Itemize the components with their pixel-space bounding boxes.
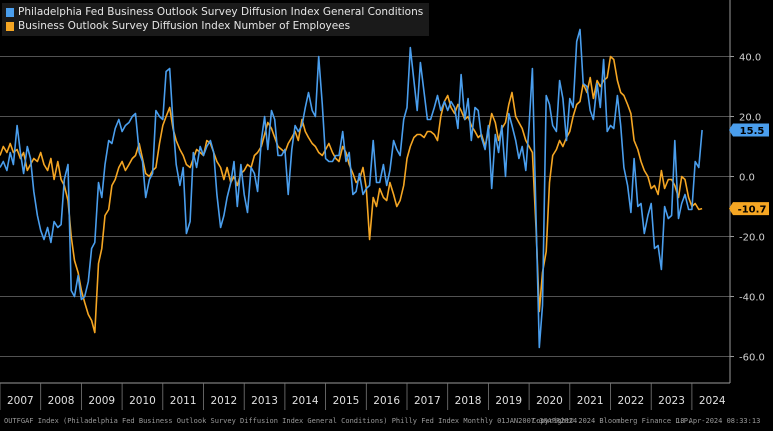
x-tick-label: 2017: [414, 395, 441, 407]
x-tick-label: 2022: [617, 395, 644, 407]
legend: Philadelphia Fed Business Outlook Survey…: [2, 3, 430, 36]
last-value-text: -10.7: [738, 205, 767, 216]
y-tick-label: -20.0: [739, 233, 765, 244]
x-tick-label: 2021: [577, 395, 604, 407]
y-tick-label: 0.0: [739, 173, 755, 184]
last-value-labels: 15.5 -10.7: [729, 123, 769, 216]
x-tick-label: 2010: [129, 395, 156, 407]
x-tick-label: 2007: [7, 395, 34, 407]
x-tick-label: 2020: [536, 395, 563, 407]
footer-timestamp: 18-Apr-2024 08:33:13: [676, 417, 761, 425]
y-tick-label: 40.0: [739, 53, 761, 64]
x-tick-label: 2015: [333, 395, 360, 407]
x-tick-label: 2008: [48, 395, 75, 407]
x-tick-label: 2016: [373, 395, 400, 407]
x-tick-label: 2013: [251, 395, 278, 407]
x-axis: 2007 2008 2009 2010 2011 2012 2013 2014 2015 2016…: [0, 382, 730, 410]
legend-entry-number-of-employees: Business Outlook Survey Diffusion Index …: [6, 19, 423, 33]
y-tick-label: -40.0: [739, 293, 765, 304]
legend-label-general-conditions: Philadelphia Fed Business Outlook Survey…: [18, 6, 424, 18]
x-tick-label: 2014: [292, 395, 319, 407]
y-axis: 40.0 20.0 0.0 -20.0 -40.0 -60.0: [729, 0, 765, 383]
y-tick-label: -60.0: [739, 353, 765, 364]
footer-bar: OUTFGAF Index (Philadelphia Fed Business…: [0, 410, 773, 431]
footer-copyright: Copyright© 2024 Bloomberg Finance L.P.: [532, 417, 693, 425]
x-tick-label: 2018: [455, 395, 482, 407]
legend-swatch-orange: [6, 21, 14, 31]
last-value-tag-general-conditions: 15.5: [729, 123, 769, 137]
x-tick-label: 2009: [88, 395, 115, 407]
x-tick-label: 2019: [495, 395, 522, 407]
x-tick-label: 2012: [210, 395, 237, 407]
legend-swatch-blue: [6, 7, 14, 17]
chart-canvas: 2007 2008 2009 2010 2011 2012 2013 2014 2015 2016…: [0, 0, 769, 410]
x-tick-label: 2023: [658, 395, 685, 407]
last-value-text: 15.5: [740, 126, 765, 137]
series-lines: [0, 28, 703, 349]
y-tick-label: 20.0: [739, 113, 761, 124]
footer-source: OUTFGAF Index (Philadelphia Fed Business…: [4, 417, 578, 425]
legend-label-number-of-employees: Business Outlook Survey Diffusion Index …: [18, 20, 351, 32]
x-tick-label: 2011: [170, 395, 197, 407]
series-line-general-conditions: [0, 28, 703, 349]
legend-entry-general-conditions: Philadelphia Fed Business Outlook Survey…: [6, 5, 423, 19]
last-value-tag-number-of-employees: -10.7: [729, 202, 769, 216]
x-tick-label: 2024: [699, 395, 726, 407]
